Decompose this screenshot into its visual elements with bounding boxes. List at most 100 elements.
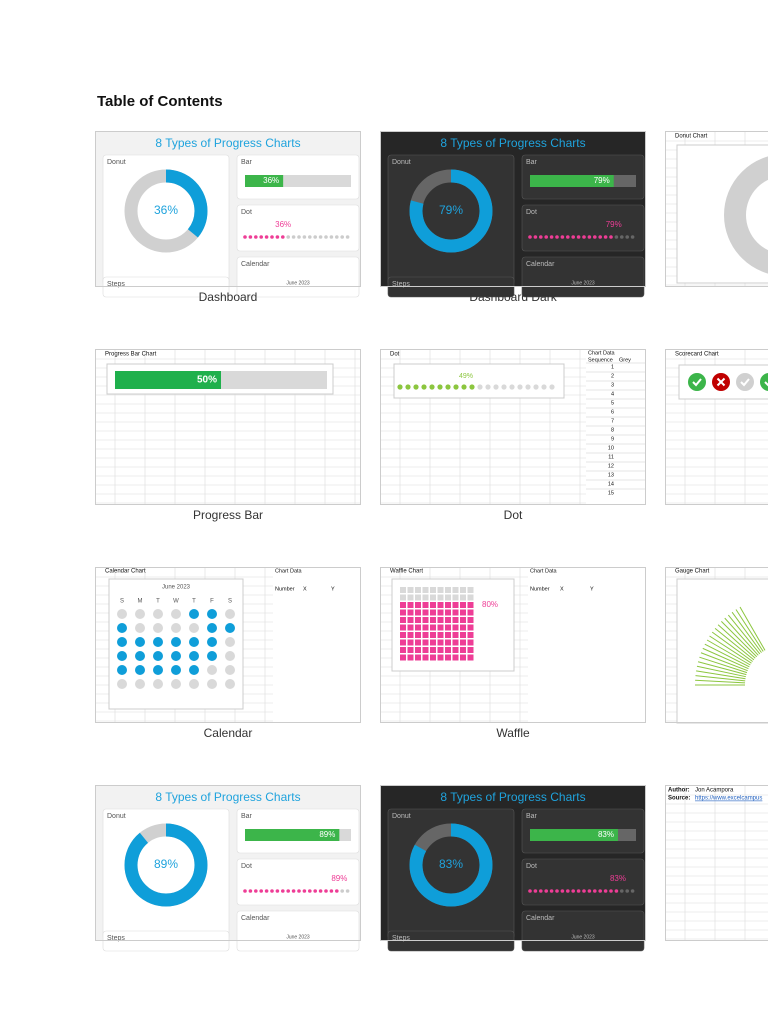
thumbnail-border (665, 131, 768, 287)
dot-label: 83% (610, 874, 626, 883)
gauge-tick (714, 627, 755, 661)
calendar-day (171, 609, 181, 619)
dot (625, 235, 629, 239)
waffle-cell (452, 609, 459, 616)
column-header: Number (275, 586, 295, 592)
dot (555, 235, 559, 239)
thumbnail-border (95, 131, 361, 287)
table-title: Chart Data (588, 350, 616, 356)
column-header: Grey (619, 357, 631, 363)
thumbnail[interactable]: Progress Bar Chart 50% (95, 349, 361, 505)
waffle-cell (445, 609, 451, 616)
panel (521, 204, 645, 252)
gauge-tick (697, 661, 747, 676)
panel (521, 858, 645, 906)
thumbnail[interactable]: Waffle Chart 80% Chart Data Number X Y (380, 567, 646, 723)
panel-label: Bar (241, 813, 253, 820)
waffle-cell (400, 647, 406, 653)
calendar-day (189, 623, 199, 633)
waffle-cell (415, 617, 421, 623)
waffle-cell (437, 639, 444, 646)
waffle-cell (415, 602, 421, 608)
gauge-tick (709, 635, 752, 664)
calendar-day (171, 679, 181, 689)
dot (264, 235, 269, 239)
waffle-cell (467, 609, 474, 616)
toc-title: Table of Contents (97, 93, 223, 110)
check (740, 378, 750, 387)
panel (236, 858, 360, 906)
waffle-cell (415, 647, 421, 653)
calendar-day (171, 623, 181, 633)
panel-label: Dot (526, 209, 537, 216)
dot (340, 889, 344, 893)
calendar-day (207, 623, 217, 633)
waffle-cell (430, 609, 436, 616)
thumbnail[interactable]: Author: Jon Acampora Source: https://www.ex… (665, 785, 768, 941)
waffle-cell (467, 654, 474, 661)
dot (549, 384, 555, 390)
dot (275, 889, 280, 893)
panel (393, 363, 565, 399)
thumbnail[interactable]: Scorecard Chart (665, 349, 768, 505)
thumbnail[interactable]: 8 Types of Progress Charts Donut Bar Dot Cal… (380, 785, 646, 952)
waffle-cell (407, 602, 414, 608)
dot-chart (528, 235, 635, 239)
waffle-cell (437, 654, 444, 661)
thumbnail[interactable]: 8 Types of Progress Charts Donut Bar Dot Cal… (95, 785, 361, 952)
waffle-cell (400, 609, 406, 616)
dot (324, 235, 328, 239)
bar-label: 79% (594, 176, 610, 185)
thumbnail[interactable]: Donut Chart (665, 131, 768, 287)
panel-label: Bar (526, 159, 538, 166)
thumbnail[interactable]: 8 Types of Progress Charts Donut Bar Dot Cal… (380, 131, 646, 298)
waffle-cell (430, 624, 436, 631)
thumbnail[interactable]: Gauge Chart (665, 567, 768, 724)
waffle-cell (437, 647, 444, 653)
gauge-tick (739, 606, 766, 651)
calendar-day (207, 651, 217, 661)
dot (445, 384, 451, 390)
dot (453, 384, 459, 390)
calendar-day (153, 637, 163, 647)
waffle-cell (437, 624, 444, 631)
waffle-cell (467, 602, 474, 608)
waffle-chart (400, 587, 474, 661)
dot (549, 889, 554, 893)
dot-chart (397, 384, 555, 390)
dot (528, 235, 532, 239)
waffle-cell (407, 587, 414, 593)
waffle-cell (415, 609, 421, 616)
dot (576, 889, 581, 893)
thumbnail-border (380, 349, 646, 505)
table-title: Chart Data (530, 568, 558, 574)
dot (413, 384, 419, 390)
dot (555, 889, 559, 893)
waffle-cell (407, 609, 414, 616)
calendar-month: June 2023 (571, 280, 595, 286)
gauge-tick (704, 643, 750, 668)
check (692, 378, 702, 387)
sequence-number: 1 (611, 364, 614, 370)
dot (587, 889, 592, 893)
thumbnail-caption: Calendar (204, 726, 253, 740)
thumbnail[interactable]: Calendar Chart June 2023 S M T W T F S Chart Data… (95, 567, 361, 723)
sheet-label: Scorecard Chart (675, 352, 719, 358)
calendar-day (117, 637, 127, 647)
waffle-cell (467, 639, 474, 646)
dot (560, 889, 565, 893)
tile-title: 8 Types of Progress Charts (440, 136, 585, 150)
column-header: Y (331, 586, 335, 592)
dot (270, 235, 274, 239)
calendar-day (117, 609, 127, 619)
calendar-day (171, 637, 181, 647)
calendar-day (225, 637, 235, 647)
calendar-day (225, 665, 235, 675)
waffle-cell (445, 654, 451, 661)
waffle-cell (467, 624, 474, 631)
calendar-day (189, 637, 199, 647)
thumbnail[interactable]: 8 Types of Progress Charts Donut Bar Dot Cal… (95, 131, 361, 298)
panel-label: Calendar (526, 261, 555, 268)
